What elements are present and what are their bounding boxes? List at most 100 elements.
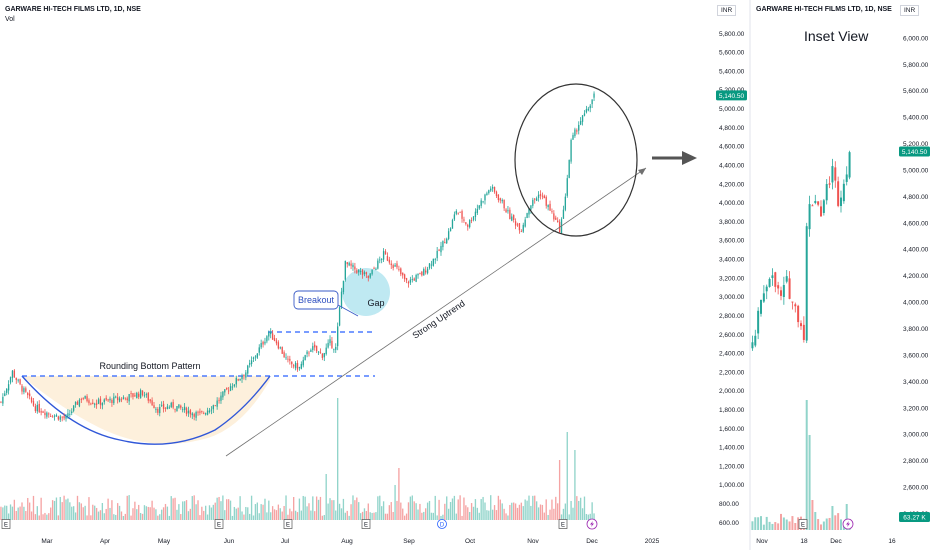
candle-body: [570, 139, 572, 162]
volume-bar: [400, 502, 402, 520]
candle-body: [128, 394, 130, 402]
candle-body: [415, 275, 417, 282]
volume-bar: [528, 495, 530, 520]
volume-bar: [465, 505, 467, 520]
volume-bar: [811, 500, 814, 530]
price-tick-label: 5,400.00: [903, 115, 929, 122]
volume-bar: [76, 495, 79, 520]
inset-chart-title: GARWARE HI-TECH FILMS LTD, 1D, NSE: [756, 6, 892, 13]
inset-event-markers[interactable]: E: [798, 518, 854, 530]
candle-body: [99, 398, 102, 405]
candle-body: [842, 183, 845, 202]
volume-bar: [32, 495, 35, 520]
volume-bar: [124, 513, 126, 520]
candle-body: [446, 238, 448, 244]
rounding-bottom-label: Rounding Bottom Pattern: [99, 361, 200, 371]
time-tick-label: Dec: [586, 538, 598, 545]
candle-body: [791, 301, 794, 303]
volume-bar: [132, 508, 134, 520]
candle-body: [447, 231, 450, 239]
volume-bar: [0, 506, 2, 520]
lightning-glyph: [846, 521, 850, 527]
candle-body: [503, 199, 505, 209]
candle-body: [335, 346, 337, 350]
volume-bar: [392, 511, 394, 520]
candle-body: [426, 268, 429, 274]
time-tick-label: 16: [888, 538, 896, 545]
inset-price-axis[interactable]: 2,400.002,600.002,800.003,000.003,200.00…: [903, 35, 929, 518]
candle-body: [825, 184, 828, 201]
candle-body: [513, 215, 515, 220]
candle-body: [212, 405, 214, 410]
candle-body: [367, 275, 369, 278]
candle-body: [771, 275, 774, 279]
rounding-bottom-fill: [22, 376, 270, 444]
volume-bar: [55, 497, 58, 520]
main-currency-label[interactable]: INR: [717, 5, 737, 16]
candle-body: [774, 272, 777, 287]
volume-bar: [268, 500, 270, 520]
volume-bar: [113, 514, 115, 520]
volume-bar: [440, 515, 442, 520]
candle-body: [224, 389, 226, 393]
candle-body: [149, 399, 151, 402]
volume-bar: [342, 498, 345, 520]
volume-bar: [109, 507, 111, 520]
volume-bar: [258, 513, 260, 520]
earnings-marker-label: E: [217, 522, 221, 528]
candle-body: [208, 410, 211, 413]
candle-body: [291, 361, 293, 365]
candle-body: [585, 109, 588, 113]
volume-bar: [379, 495, 381, 520]
price-tick-label: 3,200.00: [719, 275, 745, 282]
candle-body: [220, 395, 222, 401]
candle-body: [235, 377, 237, 385]
candle-body: [802, 324, 805, 340]
volume-bar: [120, 511, 123, 520]
candle-body: [434, 259, 436, 260]
candle-body: [461, 211, 463, 219]
candle-body: [467, 224, 469, 227]
volume-bar: [497, 495, 500, 520]
main-price-axis[interactable]: 600.00 800.00 1,000.00 1,200.00 1,400.00 1,60…: [719, 31, 745, 527]
inset-candles: [751, 150, 851, 351]
candle-body: [476, 208, 479, 213]
volume-bar: [11, 506, 14, 520]
volume-bar: [57, 515, 60, 520]
volume-bar: [13, 499, 16, 520]
price-tick-label: 3,400.00: [903, 379, 929, 386]
volume-bar: [337, 398, 339, 520]
candle-body: [490, 188, 492, 191]
price-tick-label: 5,800.00: [903, 62, 929, 69]
price-tick-label: 3,800.00: [719, 219, 745, 226]
candle-body: [379, 259, 381, 261]
volume-bar: [593, 513, 595, 520]
volume-bar: [751, 521, 754, 530]
candle-body: [229, 386, 232, 391]
candle-body: [545, 196, 547, 206]
volume-bar: [461, 515, 463, 520]
candle-body: [323, 353, 325, 358]
candle-body: [115, 396, 117, 398]
volume-indicator-label[interactable]: Vol: [5, 16, 15, 23]
candle-body: [74, 401, 77, 405]
candle-body: [124, 397, 126, 399]
candle-body: [405, 278, 408, 281]
candle-body: [403, 274, 406, 279]
volume-bar: [19, 506, 21, 520]
main-time-axis[interactable]: Mar Apr May Jun Jul Aug Sep Oct Nov Dec 2025: [41, 538, 659, 545]
price-tick-label: 4,200.00: [719, 181, 745, 188]
inset-currency-label[interactable]: INR: [900, 5, 920, 16]
candle-body: [402, 272, 404, 276]
inset-time-axis[interactable]: Nov 18 Dec 16: [756, 538, 896, 545]
volume-bar: [273, 509, 276, 520]
candle-body: [817, 201, 820, 205]
candle-body: [333, 349, 335, 351]
candle-body: [270, 331, 272, 335]
volume-bar: [63, 495, 65, 520]
volume-bar: [266, 512, 268, 520]
volume-bar: [428, 500, 431, 520]
volume-bar: [118, 505, 121, 520]
